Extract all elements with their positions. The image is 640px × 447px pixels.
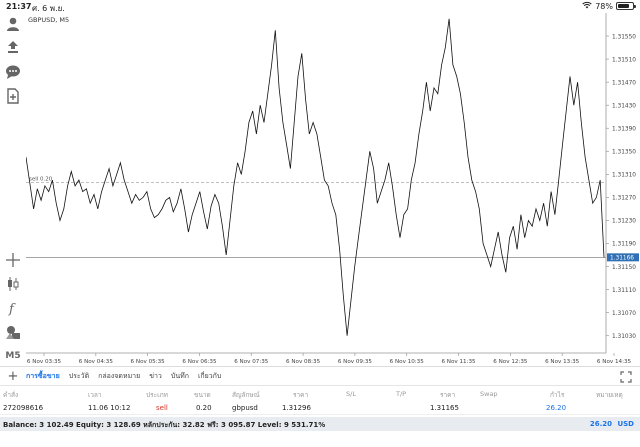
y-tick-label: 1.31030 — [612, 334, 636, 340]
status-right: 78% — [582, 1, 636, 11]
objects-icon[interactable] — [4, 323, 22, 341]
timeframe-button[interactable]: M5 — [4, 347, 22, 365]
x-tick-label: 6 Nov 05:35 — [131, 359, 166, 365]
y-tick-label: 1.31230 — [612, 219, 636, 225]
price-line — [26, 18, 605, 336]
row-volume: 0.20 — [196, 404, 212, 412]
add-icon[interactable]: + — [7, 368, 19, 384]
x-tick-label: 6 Nov 03:35 — [27, 359, 62, 365]
table-row[interactable]: 272098616 11.06 10:12 sell 0.20 gbpusd 1… — [0, 401, 640, 415]
positions-table-header: คำสั่ง เวลา ประเภท ขนาด สัญลักษณ์ ราคา S… — [0, 387, 640, 400]
header-tp: T/P — [396, 390, 407, 398]
candlestick-icon[interactable] — [4, 275, 22, 293]
bottom-tabs: + การซื้อขาย ประวัติ กล่องจดหมาย ข่าว บั… — [0, 366, 640, 386]
row-type: sell — [156, 404, 168, 412]
x-tick-label: 6 Nov 08:35 — [286, 359, 321, 365]
y-tick-label: 1.31550 — [612, 34, 636, 40]
header-symbol: สัญลักษณ์ — [232, 391, 260, 399]
x-tick-label: 6 Nov 11:35 — [441, 359, 476, 365]
y-tick-label: 1.31430 — [612, 103, 636, 109]
header-price: ราคา — [293, 391, 309, 399]
total-currency: USD — [617, 420, 634, 428]
y-tick-label: 1.31470 — [612, 80, 636, 86]
y-tick-label: 1.31110 — [612, 288, 636, 294]
y-tick-label: 1.31270 — [612, 196, 636, 202]
account-icon[interactable] — [4, 15, 22, 33]
x-tick-label: 6 Nov 07:35 — [234, 359, 269, 365]
header-sl: S/L — [346, 390, 356, 398]
timeframe-label: M5 — [5, 351, 21, 361]
header-volume: ขนาด — [194, 391, 211, 399]
x-tick-label: 6 Nov 10:35 — [390, 359, 425, 365]
crosshair-icon[interactable] — [4, 251, 22, 269]
y-tick-label: 1.31350 — [612, 150, 636, 156]
svg-text:f: f — [8, 302, 16, 316]
header-swap: Swap — [480, 390, 498, 398]
status-time: 21:37 — [6, 2, 32, 11]
row-symbol: gbpusd — [232, 404, 258, 412]
wifi-icon — [582, 1, 592, 11]
tab-news[interactable]: ข่าว — [149, 371, 162, 380]
chart-symbol-label: GBPUSD, M5 — [28, 16, 70, 24]
chat-icon[interactable] — [4, 63, 22, 81]
header-price-current: ราคา — [440, 391, 456, 399]
header-comment: หมายเหตุ — [596, 391, 623, 399]
tab-history[interactable]: ประวัติ — [68, 371, 90, 380]
price-chart[interactable]: 1.31550 1.31510 1.31470 1.31430 1.31390 1.313… — [26, 13, 640, 366]
y-tick-label: 1.31190 — [612, 242, 636, 248]
battery-percent: 78% — [595, 1, 613, 11]
row-time: 11.06 10:12 — [88, 404, 131, 412]
current-price-label: 1.31166 — [610, 256, 634, 262]
status-date: ศ. 6 พ.ย. — [32, 4, 65, 13]
y-tick-label: 1.31510 — [612, 57, 636, 63]
header-time: เวลา — [88, 391, 102, 399]
total-profit: 26.20 — [589, 420, 612, 428]
row-order: 272098616 — [3, 404, 44, 412]
x-tick-label: 6 Nov 12:35 — [493, 359, 528, 365]
row-price: 1.31296 — [282, 404, 311, 412]
left-toolbar: f M5 — [0, 13, 26, 366]
row-profit: 26.20 — [546, 404, 567, 412]
x-tick-label: 6 Nov 04:35 — [79, 359, 114, 365]
header-order: คำสั่ง — [3, 391, 19, 399]
y-tick-label: 1.31150 — [612, 265, 636, 271]
y-tick-label: 1.31070 — [612, 311, 636, 317]
balance-text: Balance: 3 102.49 Equity: 3 128.69 หลักป… — [3, 421, 326, 429]
x-tick-label: 6 Nov 14:35 — [597, 359, 632, 365]
trade-arrows-icon[interactable] — [4, 39, 22, 57]
current-price-box — [607, 253, 639, 262]
chart-canvas[interactable]: 1.31550 1.31510 1.31470 1.31430 1.31390 1.313… — [26, 13, 640, 366]
tab-journal[interactable]: บันทึก — [170, 371, 189, 380]
sell-level-label: sell 0.20 — [29, 176, 53, 182]
y-tick-label: 1.31310 — [612, 173, 636, 179]
status-bar: 21:37 ศ. 6 พ.ย. 78% — [0, 0, 640, 13]
x-tick-label: 6 Nov 06:35 — [182, 359, 217, 365]
x-tick-label: 6 Nov 09:35 — [338, 359, 373, 365]
add-document-icon[interactable] — [4, 87, 22, 105]
tab-mailbox[interactable]: กล่องจดหมาย — [98, 371, 141, 380]
header-profit: กำไร — [550, 391, 565, 399]
x-tick-label: 6 Nov 13:35 — [545, 359, 580, 365]
row-current-price: 1.31165 — [430, 404, 459, 412]
tab-about[interactable]: เกี่ยวกับ — [197, 371, 222, 380]
battery-icon — [616, 2, 636, 10]
expand-panel-icon[interactable] — [620, 371, 632, 383]
y-tick-label: 1.31390 — [612, 126, 636, 132]
tab-trade[interactable]: การซื้อขาย — [26, 371, 60, 380]
header-type: ประเภท — [146, 391, 168, 399]
balance-bar: Balance: 3 102.49 Equity: 3 128.69 หลักป… — [0, 417, 640, 431]
function-icon[interactable]: f — [4, 299, 22, 317]
